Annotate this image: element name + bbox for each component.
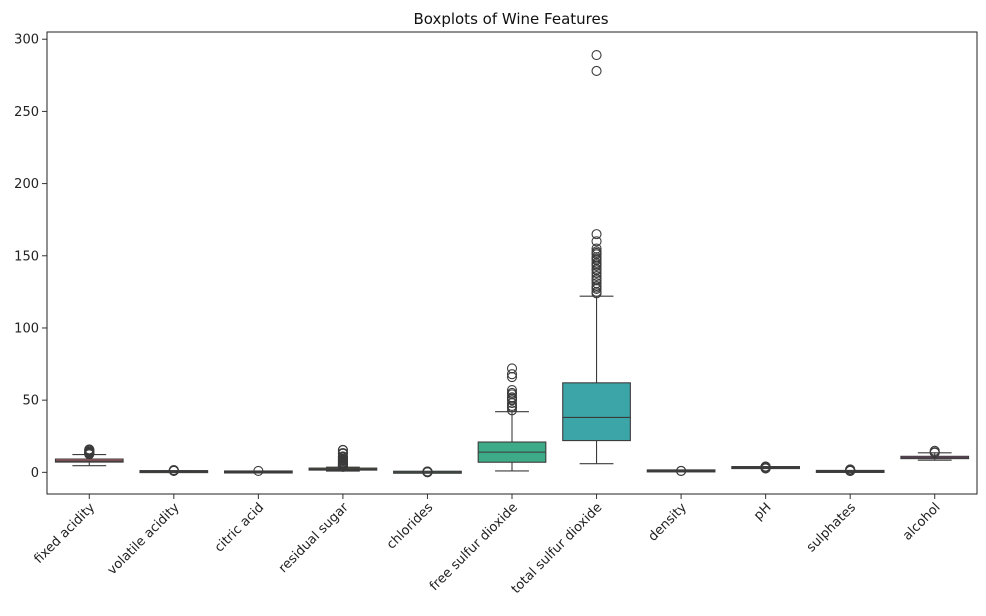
outlier-point: [337, 444, 348, 456]
outlier-point: [760, 461, 771, 472]
box-group-density: [646, 465, 716, 476]
outlier-point: [845, 464, 856, 475]
x-tick-label: density: [646, 500, 691, 545]
y-tick-label: 50: [22, 394, 39, 409]
outlier-point: [506, 384, 518, 396]
outlier-point: [591, 281, 602, 292]
box-group-sulphates: [815, 464, 885, 476]
outlier-point: [337, 451, 348, 462]
x-tick-label: fixed acidity: [31, 500, 98, 567]
outlier-point: [591, 229, 602, 240]
y-tick-label: 0: [31, 466, 39, 481]
y-tick-label: 100: [14, 321, 39, 336]
x-tick-label: total sulfur dioxide: [509, 500, 606, 597]
x-tick-label: pH: [751, 500, 774, 523]
box-group-alcohol: [900, 445, 970, 461]
x-tick-label: alcohol: [900, 500, 943, 543]
outlier-point: [253, 465, 264, 476]
y-tick-label: 250: [14, 105, 39, 120]
plot-area: [54, 50, 970, 478]
y-axis: 0 50 100 150 200 250 300: [14, 33, 47, 481]
outlier-point: [591, 270, 602, 282]
plot-frame: [46, 31, 978, 495]
outlier-point: [337, 447, 348, 459]
box-group-volatile-acidity: [139, 465, 209, 476]
outlier-point: [591, 50, 602, 61]
x-tick-label: citric acid: [212, 500, 267, 555]
x-axis: fixed acidity volatile acidity citric acid…: [31, 494, 944, 597]
chart-title: Boxplots of Wine Features: [413, 10, 608, 28]
outlier-point: [506, 392, 518, 403]
outlier-point: [84, 444, 95, 455]
x-tick-label: residual sugar: [276, 500, 352, 576]
box-group-citric-acid: [223, 465, 293, 476]
box: [562, 382, 631, 442]
y-tick-label: 300: [14, 33, 39, 48]
box-group-free-sulfur-dioxide: [477, 363, 547, 472]
box-group-residual-sugar: [308, 444, 378, 472]
outlier-point: [168, 465, 179, 476]
x-tick-label: chlorides: [384, 500, 436, 552]
box-group-fixed-acidity: [54, 444, 124, 467]
outlier-point: [591, 278, 602, 289]
outlier-point: [591, 236, 602, 247]
outlier-point: [591, 246, 602, 257]
x-tick-label: free sulfur dioxide: [427, 500, 521, 594]
outlier-point: [591, 65, 602, 77]
outlier-point: [506, 387, 518, 398]
box-group-pH: [731, 461, 801, 474]
outlier-point: [506, 405, 518, 416]
box-group-chlorides: [393, 466, 462, 478]
y-tick-label: 200: [14, 177, 39, 192]
outlier-point: [929, 445, 940, 456]
y-tick-label: 150: [14, 249, 39, 264]
outlier-point: [422, 466, 433, 477]
outlier-point: [506, 363, 518, 374]
outlier-point: [506, 369, 518, 380]
outlier-point: [676, 465, 687, 476]
box-group-total-sulfur-dioxide: [562, 50, 631, 465]
outlier-point: [591, 243, 602, 254]
x-tick-label: sulphates: [804, 500, 859, 555]
x-tick-label: volatile acidity: [105, 500, 183, 578]
